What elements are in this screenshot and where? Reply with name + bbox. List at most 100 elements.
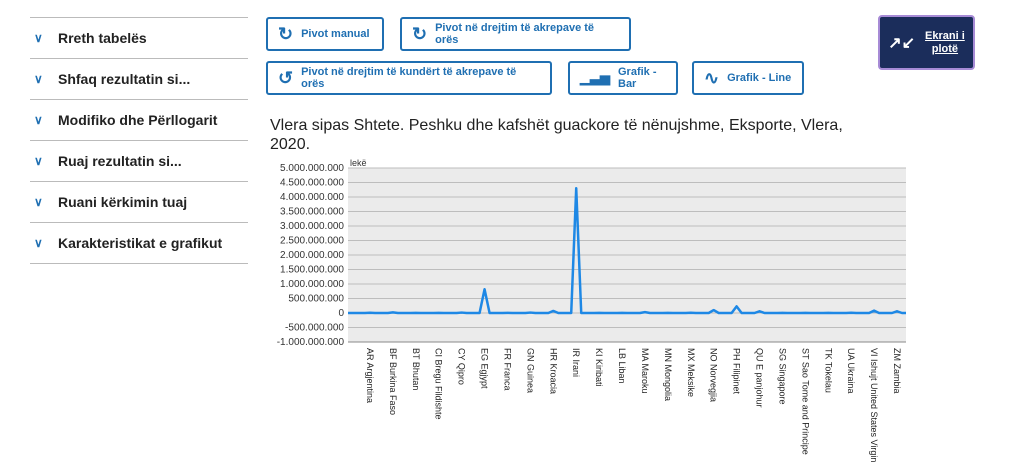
button-label: Pivot manual [301,28,370,40]
rotate-cw-icon: ↻ [412,23,428,44]
pivot-counterclockwise-button[interactable]: ↺ Pivot në drejtim të kundërt të akrepave… [266,61,552,95]
data-point [712,309,715,312]
y-tick-label: 2.500.000.000 [280,236,344,247]
x-tick-label: ZM Zambia [892,348,902,394]
chevron-down-icon: ∨ [34,72,43,86]
x-tick-label: CI Bregu Fildishte [434,348,444,420]
chevron-down-icon: ∨ [34,154,43,168]
series-line [348,187,906,315]
sidebar: ∨ Rreth tabelës ∨ Shfaq rezultatin si... ∨… [30,17,248,264]
data-point [643,311,646,314]
data-point [666,311,669,314]
data-point [896,310,898,313]
sidebar-item-label: Ruaj rezultatin si... [58,153,182,169]
data-point [804,311,807,314]
sync-icon: ↻ [278,23,294,44]
fullscreen-button[interactable]: ↗↙ Ekrani i plotë [878,15,975,70]
x-tick-label: LB Liban [617,348,627,384]
sidebar-item-label: Ruani kërkimin tuaj [58,194,188,210]
y-tick-label: 1.000.000.000 [280,279,344,290]
sidebar-item-label: Karakteristikat e grafikut [58,235,223,251]
y-tick-label: 4.000.000.000 [280,192,344,203]
button-label: Grafik - Line [727,72,792,84]
line-chart-icon: ∿ [704,67,720,88]
x-tick-label: BF Burkina Faso [388,348,398,415]
data-point [850,311,853,314]
x-tick-label: IR Irani [571,348,581,377]
x-tick-label: ST Sao Tome and Principe [800,348,810,455]
chevron-down-icon: ∨ [34,236,43,250]
x-tick-label: AR Argjentina [365,348,375,403]
x-tick-label: GN Guinea [525,348,535,393]
data-point [598,311,601,314]
button-label: Grafik - Bar [618,66,657,90]
data-point [575,187,578,190]
y-tick-label: 1.500.000.000 [280,265,344,276]
button-label: Pivot në drejtim të akrepave të orës [435,22,595,46]
button-label: Ekrani i [925,29,965,42]
y-tick-label: 5.000.000.000 [280,163,344,174]
pivot-clockwise-button[interactable]: ↻ Pivot në drejtim të akrepave të orës [400,17,631,51]
data-point [827,311,830,314]
data-point [529,311,532,314]
x-tick-label: SG Singapore [777,348,787,405]
data-point [437,311,440,314]
sidebar-item-about[interactable]: ∨ Rreth tabelës [30,17,248,58]
y-tick-label: 2.000.000.000 [280,250,344,261]
data-point [414,311,417,314]
expand-icon: ↗↙ [888,34,916,52]
chevron-down-icon: ∨ [34,31,43,45]
sidebar-item-label: Shfaq rezultatin si... [58,71,191,87]
x-tick-label: TK Tokelau [823,348,833,393]
button-label: Pivot në drejtim të kundërt të akrepave … [301,66,517,90]
x-tick-label: EG Egjypt [480,348,490,389]
rotate-ccw-icon: ↺ [278,67,294,88]
sidebar-item-label: Rreth tabelës [58,30,147,46]
sidebar-item-save-search[interactable]: ∨ Ruani kërkimin tuaj [30,181,248,222]
button-label: plotë [931,42,959,55]
plot-area [348,168,906,342]
data-point [391,311,394,314]
x-tick-label: KI Kiribati [594,348,604,387]
data-point [758,310,761,313]
data-point [689,311,692,314]
x-tick-label: PH Filipinet [732,348,742,395]
x-tick-label: NO Norvegjia [709,348,719,402]
y-tick-label: 3.500.000.000 [280,207,344,218]
chart-line-button[interactable]: ∿ Grafik - Line [692,61,804,95]
x-tick-label: MN Mongolia [663,348,673,401]
x-tick-label: HR Kroacia [548,348,558,394]
x-tick-label: QU E panjohur [755,348,765,408]
data-point [873,309,876,312]
x-tick-label: MX Meksike [686,348,696,397]
y-tick-label: -1.000.000.000 [277,337,345,348]
y-tick-label: -500.000.000 [285,323,344,334]
pivot-manual-button[interactable]: ↻ Pivot manual [266,17,384,51]
data-point [552,309,555,312]
data-point [781,311,784,314]
data-point [483,288,486,291]
bar-chart-icon: ▁▃▅ [580,70,610,85]
y-tick-label: 500.000.000 [288,294,344,305]
x-tick-label: BT Bhutan [411,348,421,390]
x-tick-label: FR Franca [502,348,512,391]
chevron-down-icon: ∨ [34,195,43,209]
x-tick-label: CY Qipro [457,348,467,385]
sidebar-item-modify[interactable]: ∨ Modifiko dhe Përllogarit [30,99,248,140]
sidebar-item-show-result[interactable]: ∨ Shfaq rezultatin si... [30,58,248,99]
y-tick-label: 0 [338,308,344,319]
chart-bar-button[interactable]: ▁▃▅ Grafik - Bar [568,61,678,95]
y-tick-label: 3.000.000.000 [280,221,344,232]
sidebar-item-save-result[interactable]: ∨ Ruaj rezultatin si... [30,140,248,181]
sidebar-item-chart-props[interactable]: ∨ Karakteristikat e grafikut [30,222,248,264]
y-tick-label: 4.500.000.000 [280,178,344,189]
sidebar-item-label: Modifiko dhe Përllogarit [58,112,218,128]
data-point [621,311,624,314]
chevron-down-icon: ∨ [34,113,43,127]
chart-title: Vlera sipas Shtete. Peshku dhe kafshët g… [270,117,843,153]
data-point [506,311,509,314]
y-axis-label: lekë [350,158,367,168]
data-point [735,305,738,308]
data-point [460,311,463,314]
data-point [369,311,371,314]
